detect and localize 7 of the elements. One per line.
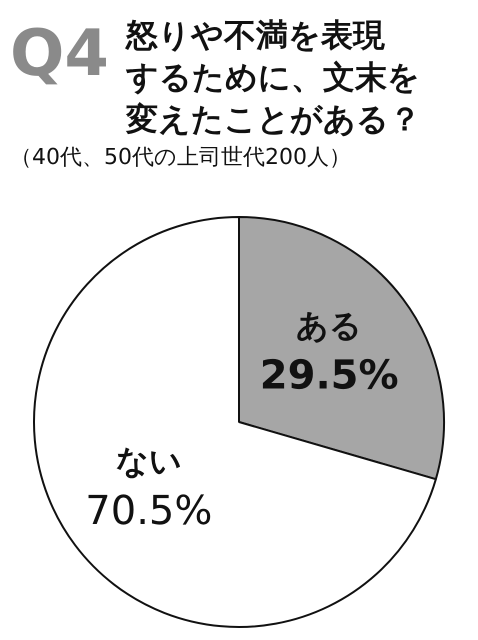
slice-label: ない [116,442,182,480]
data-label: 70.5% [85,488,212,534]
chart-subtitle: （40代、50代の上司世代200人） [10,144,352,172]
text: Q4 [10,16,110,93]
chart-title: 怒りや不満を表現するために、文末を変えたことがある？ [126,16,421,138]
slice-label: ある [296,306,362,345]
data-label: 29.5% [260,352,399,399]
